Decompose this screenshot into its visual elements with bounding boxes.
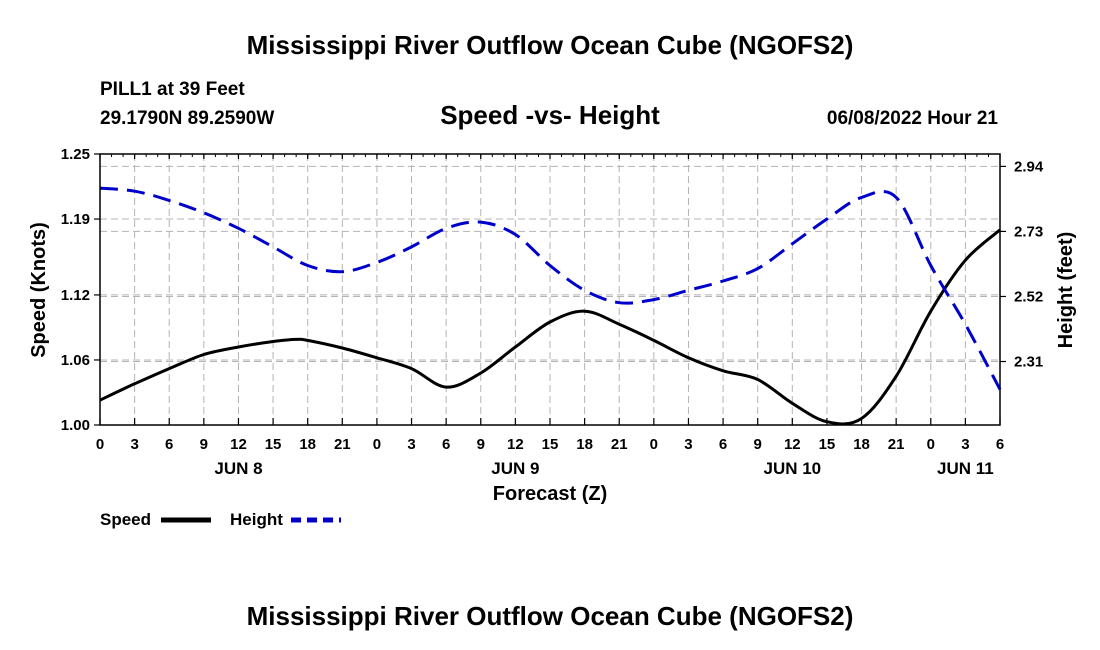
x-tick-label: 6	[442, 436, 450, 453]
x-tick-label: 15	[265, 436, 282, 453]
x-tick-label: 21	[334, 436, 351, 453]
x-tick-label: 6	[165, 436, 173, 453]
x-tick-label: 6	[996, 436, 1004, 453]
x-tick-label: 6	[719, 436, 727, 453]
x-tick-label: 3	[684, 436, 692, 453]
x-tick-label: 3	[130, 436, 138, 453]
legend: Speed Height	[100, 510, 341, 529]
x-tick-label: 0	[373, 436, 381, 453]
y-tick-label: 1.12	[61, 287, 90, 304]
x-tick-label: 12	[784, 436, 801, 453]
axes: 0 3 6 9 12 15 18 21 0 3 6 9 12 15 18 21 0 3 6 9 12 15 18 21 0 3 6J…	[61, 146, 1044, 478]
day-label: JUN 11	[937, 459, 994, 478]
y-tick-label: 1.25	[61, 146, 90, 163]
page-title: Mississippi River Outflow Ocean Cube (NG…	[247, 30, 854, 60]
x-tick-label: 12	[230, 436, 247, 453]
y-tick-label: 1.06	[61, 352, 90, 369]
x-tick-label: 9	[200, 436, 208, 453]
x-tick-label: 3	[407, 436, 415, 453]
y2-tick-label: 2.73	[1014, 223, 1043, 240]
y-axis-label: Speed (Knots)	[28, 222, 50, 358]
footer-title: Mississippi River Outflow Ocean Cube (NG…	[247, 601, 854, 631]
x-tick-label: 9	[477, 436, 485, 453]
series-layer	[99, 186, 1002, 426]
x-tick-label: 0	[650, 436, 658, 453]
x-axis-label: Forecast (Z)	[493, 483, 607, 505]
y2-tick-label: 2.94	[1014, 158, 1044, 175]
chart-title: Speed -vs- Height	[440, 100, 660, 130]
x-tick-label: 15	[542, 436, 559, 453]
legend-speed-label: Speed	[100, 510, 151, 529]
x-tick-label: 21	[888, 436, 905, 453]
x-tick-label: 9	[754, 436, 762, 453]
day-label: JUN 10	[763, 459, 821, 478]
y-tick-label: 1.19	[61, 211, 90, 228]
x-tick-label: 18	[853, 436, 870, 453]
timestamp-label: 06/08/2022 Hour 21	[827, 108, 999, 129]
day-label: JUN 8	[214, 459, 262, 478]
y2-axis-label: Height (feet)	[1055, 232, 1077, 349]
series-line-height	[99, 186, 1002, 391]
x-tick-label: 18	[299, 436, 316, 453]
x-tick-label: 0	[927, 436, 935, 453]
x-tick-label: 18	[576, 436, 593, 453]
x-tick-label: 12	[507, 436, 524, 453]
y2-tick-label: 2.52	[1014, 288, 1043, 305]
station-label: PILL1 at 39 Feet	[100, 79, 245, 100]
coordinates-label: 29.1790N 89.2590W	[100, 108, 274, 129]
x-tick-label: 21	[611, 436, 628, 453]
grid-lines	[100, 154, 1000, 425]
day-label: JUN 9	[491, 459, 539, 478]
legend-height-label: Height	[230, 510, 283, 529]
x-tick-label: 3	[961, 436, 969, 453]
x-tick-label: 15	[819, 436, 836, 453]
y-tick-label: 1.00	[61, 417, 90, 434]
x-tick-label: 0	[96, 436, 104, 453]
y2-tick-label: 2.31	[1014, 354, 1043, 371]
series-line-speed	[99, 228, 1001, 426]
